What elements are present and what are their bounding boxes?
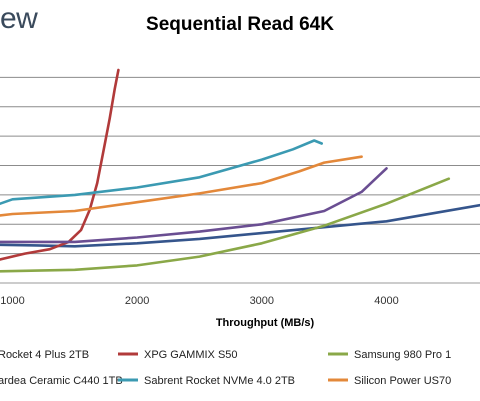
chart-title: Sequential Read 64K xyxy=(146,14,334,35)
series-line-2 xyxy=(0,68,120,261)
x-axis-title: Throughput (MB/s) xyxy=(216,317,315,329)
x-tick-label: 4000 xyxy=(374,295,398,307)
x-tick-label: 2000 xyxy=(125,295,149,307)
legend-label: Samsung 980 Pro 1 xyxy=(354,349,451,361)
legend-label: Sabrent Rocket NVMe 4.0 2TB xyxy=(144,375,295,387)
x-ticks: 1000 2000 3000 4000 xyxy=(0,295,399,307)
x-tick-label: 1000 xyxy=(0,295,24,307)
series-line-3 xyxy=(0,177,451,273)
legend-label: Rocket 4 Plus 2TB xyxy=(0,349,89,361)
legend: Rocket 4 Plus 2TB XPG GAMMIX S50 Samsung 9… xyxy=(0,349,451,387)
legend-label: Silicon Power US70 xyxy=(354,375,451,387)
legend-label: XPG GAMMIX S50 xyxy=(144,349,238,361)
series-lines xyxy=(0,68,480,273)
series-line-1 xyxy=(0,203,480,248)
legend-label: ardea Ceramic C440 1TB xyxy=(0,375,123,387)
x-tick-label: 3000 xyxy=(250,295,274,307)
logo-text: ew xyxy=(0,2,38,35)
series-line-4 xyxy=(0,167,388,244)
series-line-6 xyxy=(0,155,363,217)
series-line-5 xyxy=(0,139,324,205)
